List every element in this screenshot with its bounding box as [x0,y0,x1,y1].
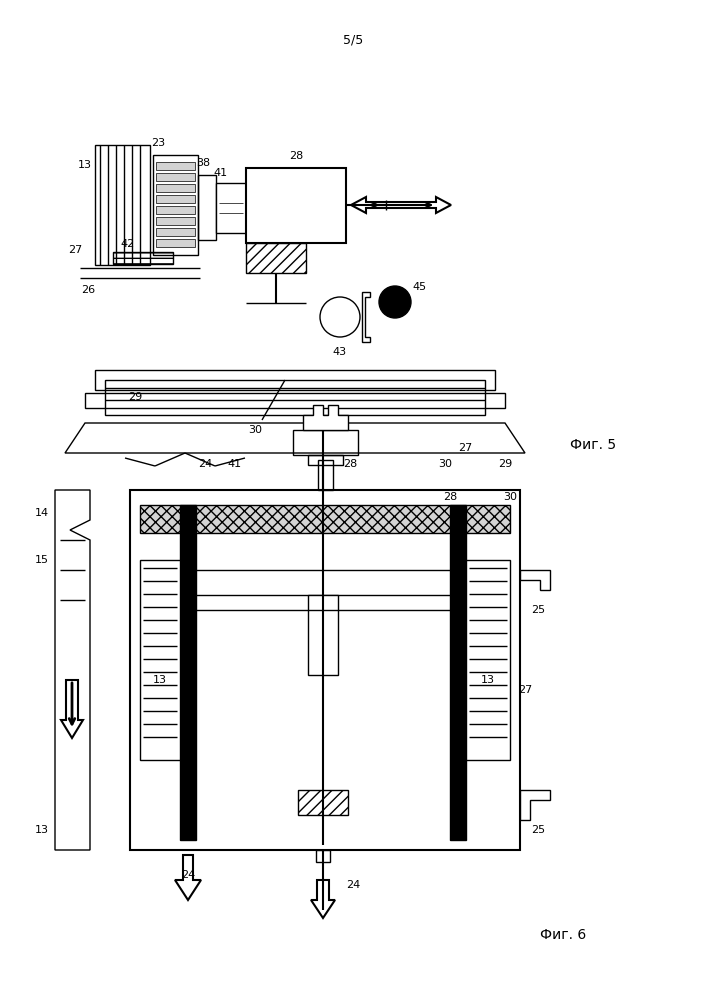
Polygon shape [311,880,335,918]
Text: 28: 28 [289,151,303,161]
Text: 13: 13 [35,825,49,835]
Text: 43: 43 [333,347,347,357]
Bar [140,560,180,760]
Text: Фиг. 5: Фиг. 5 [570,438,616,452]
Text: 24: 24 [181,870,195,880]
Text: 13: 13 [153,675,167,685]
Text: 27: 27 [518,685,532,695]
Text: 13: 13 [481,675,495,685]
Bar [246,243,306,273]
Bar [95,145,150,265]
Bar [308,455,343,465]
Polygon shape [175,855,201,900]
Text: 38: 38 [196,158,210,168]
Bar [196,570,450,595]
Circle shape [320,297,360,337]
Bar [156,184,195,192]
Bar [113,252,173,264]
Text: 14: 14 [35,508,49,518]
Text: 15: 15 [35,555,49,565]
Bar [156,206,195,214]
Text: 24: 24 [346,880,360,890]
Text: 30: 30 [503,492,517,502]
Polygon shape [61,680,83,738]
Text: 28: 28 [443,492,457,502]
Bar [156,217,195,225]
Bar [85,393,505,408]
Bar [156,173,195,181]
Text: 24: 24 [198,459,212,469]
Text: 5/5: 5/5 [343,33,363,46]
Text: 25: 25 [531,825,545,835]
Bar [318,460,333,490]
Text: 30: 30 [248,425,262,435]
Bar [246,168,346,243]
Bar [130,490,520,850]
Bar [105,380,485,415]
Bar [316,850,330,862]
Text: 23: 23 [151,138,165,148]
Bar [216,183,246,233]
Polygon shape [362,292,370,342]
Text: 29: 29 [498,459,512,469]
Text: 27: 27 [458,443,472,453]
Bar [153,155,198,255]
Bar [293,430,358,455]
Text: 41: 41 [214,168,228,178]
Bar [95,370,495,390]
Text: 28: 28 [343,459,357,469]
Bar [466,560,510,760]
Bar [156,239,195,247]
Bar [198,175,216,240]
Polygon shape [520,790,550,820]
Bar [450,505,466,840]
Polygon shape [351,197,451,213]
Text: 27: 27 [68,245,82,255]
Text: 45: 45 [413,282,427,292]
Bar [156,228,195,236]
Bar [308,595,338,675]
Text: 13: 13 [78,160,92,170]
Bar [180,505,196,840]
Text: 41: 41 [228,459,242,469]
Text: 42: 42 [121,239,135,249]
Text: 30: 30 [438,459,452,469]
Text: Фиг. 6: Фиг. 6 [540,928,586,942]
Text: 26: 26 [81,285,95,295]
Text: 25: 25 [531,605,545,615]
Bar [140,505,510,533]
Circle shape [379,286,411,318]
Polygon shape [520,570,550,590]
Bar [298,790,348,815]
Bar [156,162,195,170]
Bar [156,195,195,203]
Polygon shape [303,405,348,430]
Text: 29: 29 [128,392,142,402]
